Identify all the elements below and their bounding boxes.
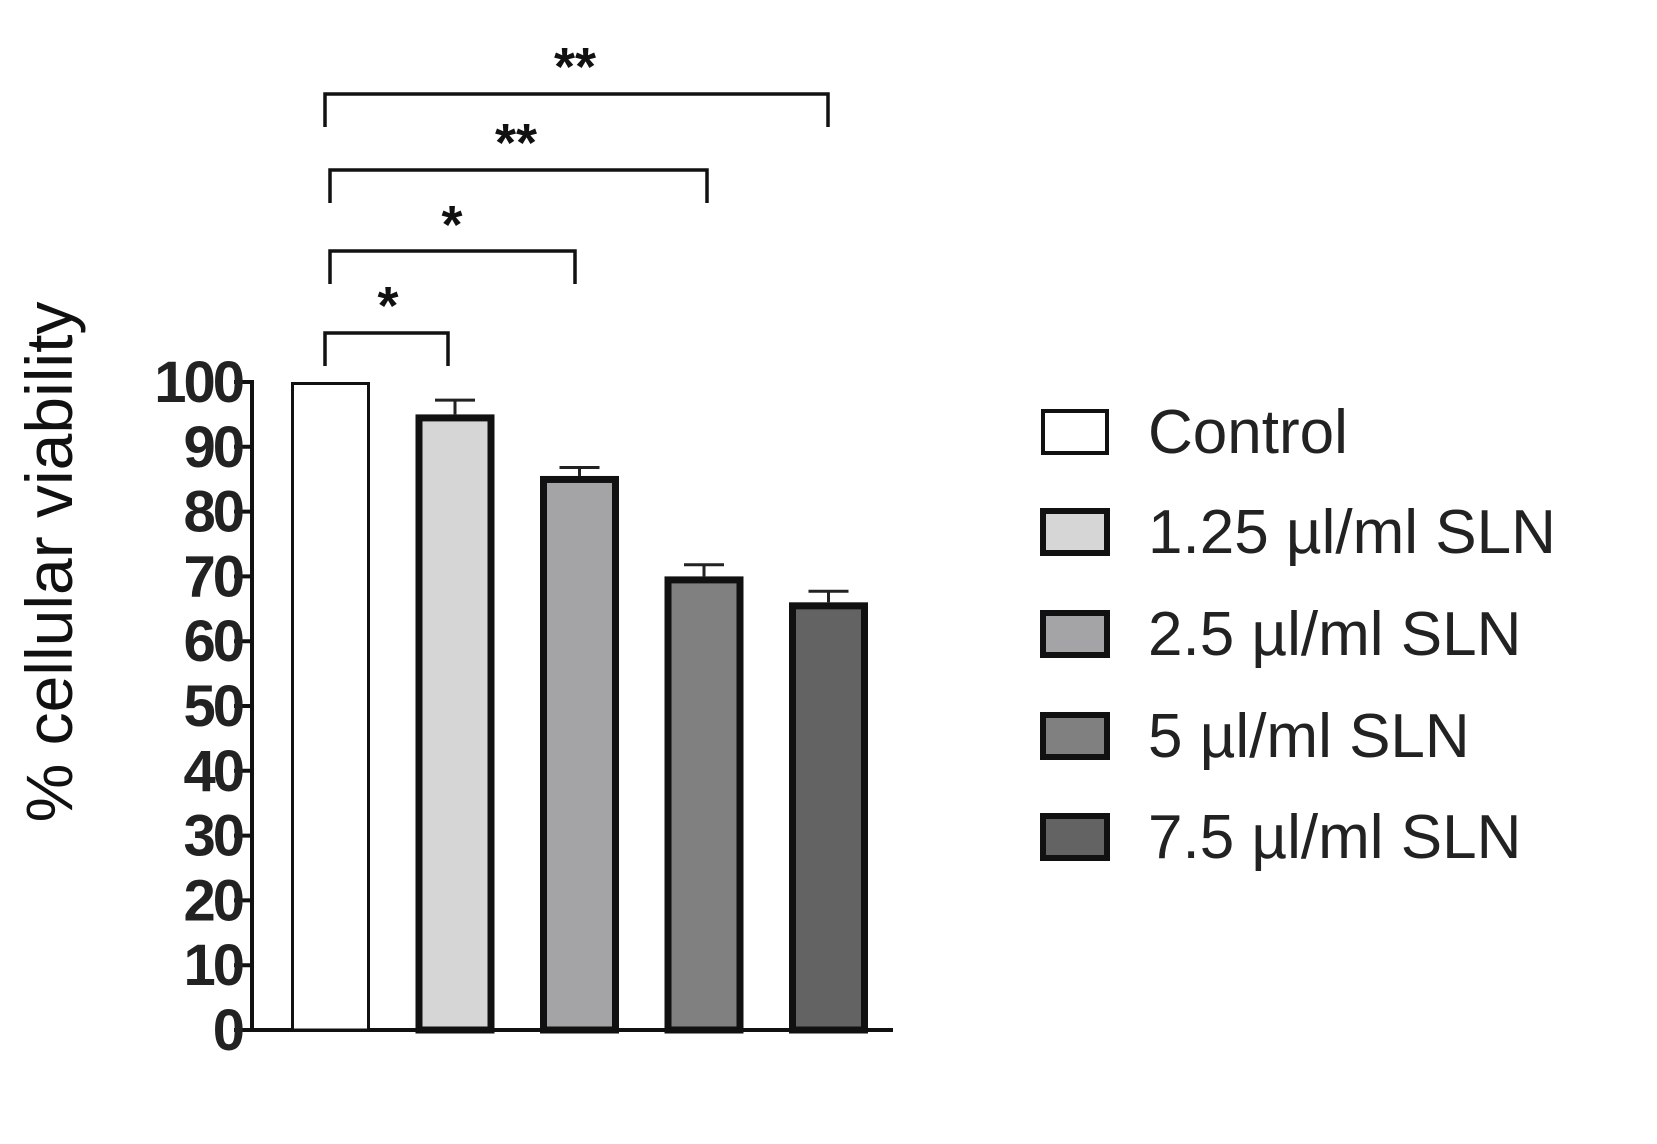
bar [415, 414, 495, 1034]
y-axis-title: % cellular viability [12, 302, 86, 823]
y-tick-label: 80 [183, 480, 242, 545]
significance-label: * [441, 195, 462, 255]
significance-bracket [323, 92, 830, 127]
significance-label: * [377, 276, 398, 336]
legend-label: 2.5 µl/ml SLN [1148, 600, 1521, 669]
y-tick-label: 90 [183, 415, 242, 480]
y-tick-label: 100 [154, 350, 243, 415]
legend-swatch [1040, 508, 1110, 556]
y-tick-label: 50 [183, 674, 242, 739]
y-tick-label: 60 [183, 609, 242, 674]
bar [789, 602, 868, 1034]
significance-bracket [323, 331, 450, 366]
legend-label: 1.25 µl/ml SLN [1148, 498, 1556, 567]
legend-swatch [1041, 409, 1109, 455]
legend-swatch [1040, 610, 1110, 658]
bar [291, 382, 370, 1032]
legend-label: 7.5 µl/ml SLN [1148, 803, 1521, 872]
y-tick-label: 40 [183, 739, 242, 804]
y-tick-label: 10 [183, 933, 242, 998]
legend-label: 5 µl/ml SLN [1148, 702, 1470, 771]
significance-bracket [328, 168, 709, 203]
significance-bracket [328, 249, 577, 284]
y-tick-label: 0 [213, 998, 243, 1063]
bar [664, 576, 744, 1034]
legend-label: Control [1148, 398, 1348, 467]
y-tick-label: 70 [183, 544, 242, 609]
legend-swatch [1040, 813, 1110, 861]
y-tick-label: 30 [183, 804, 242, 869]
y-tick-label: 20 [183, 868, 242, 933]
significance-label: ** [554, 37, 596, 97]
legend-swatch [1040, 712, 1110, 760]
significance-label: ** [495, 113, 537, 173]
bar [540, 475, 619, 1034]
